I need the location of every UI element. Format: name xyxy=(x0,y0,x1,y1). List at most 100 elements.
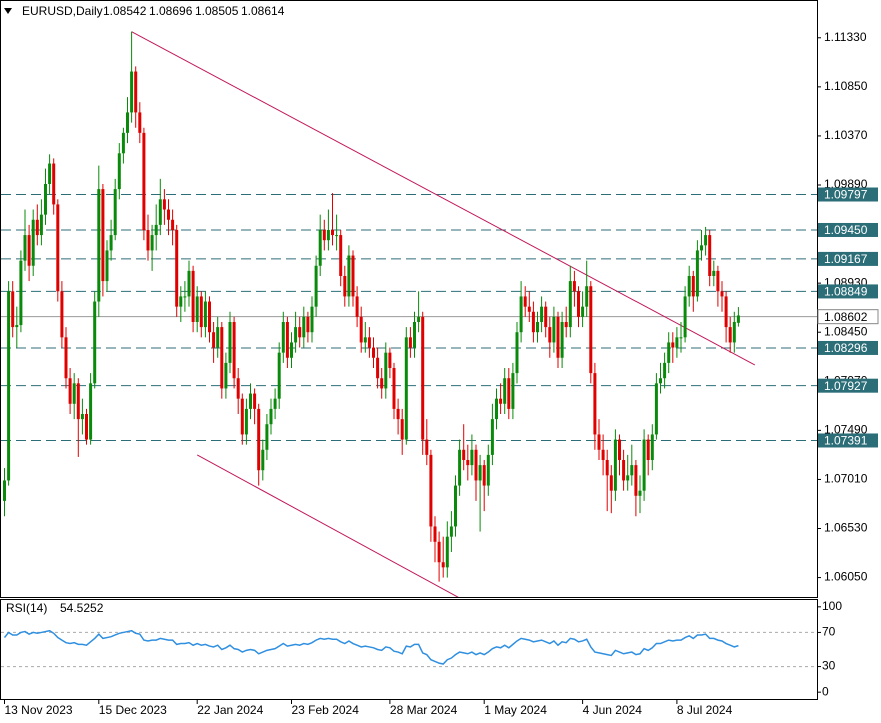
candle-body xyxy=(544,306,548,328)
candle-body xyxy=(257,408,261,471)
candle-body xyxy=(626,475,630,481)
candle-body xyxy=(613,439,617,491)
candle-body xyxy=(285,321,289,358)
x-tick-label: 8 Jul 2024 xyxy=(677,703,733,717)
y-tick-label: 1.06530 xyxy=(824,521,868,535)
candle-body xyxy=(413,321,416,348)
candle-body xyxy=(19,260,23,326)
candle-body xyxy=(429,454,433,527)
x-tick-label: 1 May 2024 xyxy=(484,703,547,717)
candle-body xyxy=(646,439,650,461)
candle-body xyxy=(175,229,179,307)
candle-body xyxy=(642,439,646,491)
main-plot xyxy=(1,31,817,597)
candle-body xyxy=(679,337,683,339)
candle-body xyxy=(708,235,712,276)
candle-body xyxy=(101,189,105,282)
candle-body xyxy=(720,291,724,297)
candle-body xyxy=(48,163,52,184)
x-tick-label: 4 Jun 2024 xyxy=(583,703,643,717)
candle-body xyxy=(376,357,380,379)
candle-body xyxy=(441,562,445,568)
candle-body xyxy=(339,235,343,276)
ohlc-low: 1.08505 xyxy=(195,4,239,18)
candle-body xyxy=(154,224,158,236)
candle-body xyxy=(142,132,146,230)
candle-body xyxy=(511,373,515,409)
candle-body xyxy=(515,332,519,374)
candle-body xyxy=(158,199,162,225)
candle-body xyxy=(11,291,15,328)
candle-body xyxy=(577,291,580,317)
candle-body xyxy=(568,281,572,328)
candle-body xyxy=(683,296,687,338)
candle-body xyxy=(634,465,638,496)
candle-body xyxy=(314,265,318,307)
candle-body xyxy=(687,275,691,297)
candle-body xyxy=(93,301,97,384)
y-tick-label: 1.07010 xyxy=(824,472,868,486)
candle-body xyxy=(208,301,211,333)
candle-body xyxy=(244,408,248,435)
x-tick-label: 13 Nov 2023 xyxy=(5,703,73,717)
candle-body xyxy=(716,270,720,292)
level-label-box xyxy=(818,433,878,448)
candle-body xyxy=(126,112,129,133)
rsi-tick-label: 0 xyxy=(822,684,829,698)
y-tick-label: 1.06050 xyxy=(824,570,868,584)
level-label-box xyxy=(818,187,878,202)
candle-body xyxy=(581,306,585,317)
candle-body xyxy=(306,316,310,333)
rsi-title: RSI(14) xyxy=(6,601,47,615)
candle-body xyxy=(265,424,269,450)
candle-body xyxy=(433,526,437,542)
candle-body xyxy=(138,112,142,133)
candle-body xyxy=(396,408,400,420)
candle-body xyxy=(191,270,195,322)
menu-icon[interactable] xyxy=(4,8,12,14)
candle-body xyxy=(531,311,535,333)
candle-body xyxy=(89,383,93,440)
candle-body xyxy=(117,153,121,190)
x-tick-label: 23 Feb 2024 xyxy=(292,703,360,717)
candle-body xyxy=(556,316,560,358)
axes: 1.113301.108501.103701.098901.089301.084… xyxy=(4,30,879,717)
candle-body xyxy=(454,485,457,527)
candle-body xyxy=(281,321,285,353)
candle-body xyxy=(228,321,232,363)
candle-body xyxy=(527,306,531,312)
candle-body xyxy=(425,439,429,455)
candle-body xyxy=(318,229,322,266)
candle-body xyxy=(650,434,654,461)
candle-body xyxy=(302,316,306,338)
candle-body xyxy=(199,296,203,328)
candle-body xyxy=(445,536,449,568)
candle-body xyxy=(290,342,293,358)
candle-body xyxy=(384,352,388,389)
candle-body xyxy=(548,327,552,343)
candle-body xyxy=(134,71,138,113)
level-label-box xyxy=(818,284,878,299)
candle-body xyxy=(675,337,679,348)
candle-body xyxy=(355,296,359,317)
candle-body xyxy=(564,321,568,328)
candle-body xyxy=(52,163,56,205)
rsi-tick-label: 70 xyxy=(822,625,836,639)
candle-body xyxy=(97,189,101,302)
candle-body xyxy=(39,214,43,236)
candle-body xyxy=(236,378,240,399)
candle-body xyxy=(80,414,84,420)
candle-body xyxy=(523,296,527,307)
candle-body xyxy=(400,419,404,440)
candle-body xyxy=(167,209,170,220)
level-label-box xyxy=(818,340,878,355)
trendline xyxy=(131,31,756,366)
candle-body xyxy=(618,439,621,461)
candle-body xyxy=(593,373,597,435)
candle-body xyxy=(3,480,6,501)
candle-body xyxy=(601,449,605,461)
candle-body xyxy=(203,301,207,328)
level-label: 1.09167 xyxy=(824,252,868,266)
level-label: 1.09450 xyxy=(824,223,868,237)
candle-body xyxy=(326,229,330,241)
